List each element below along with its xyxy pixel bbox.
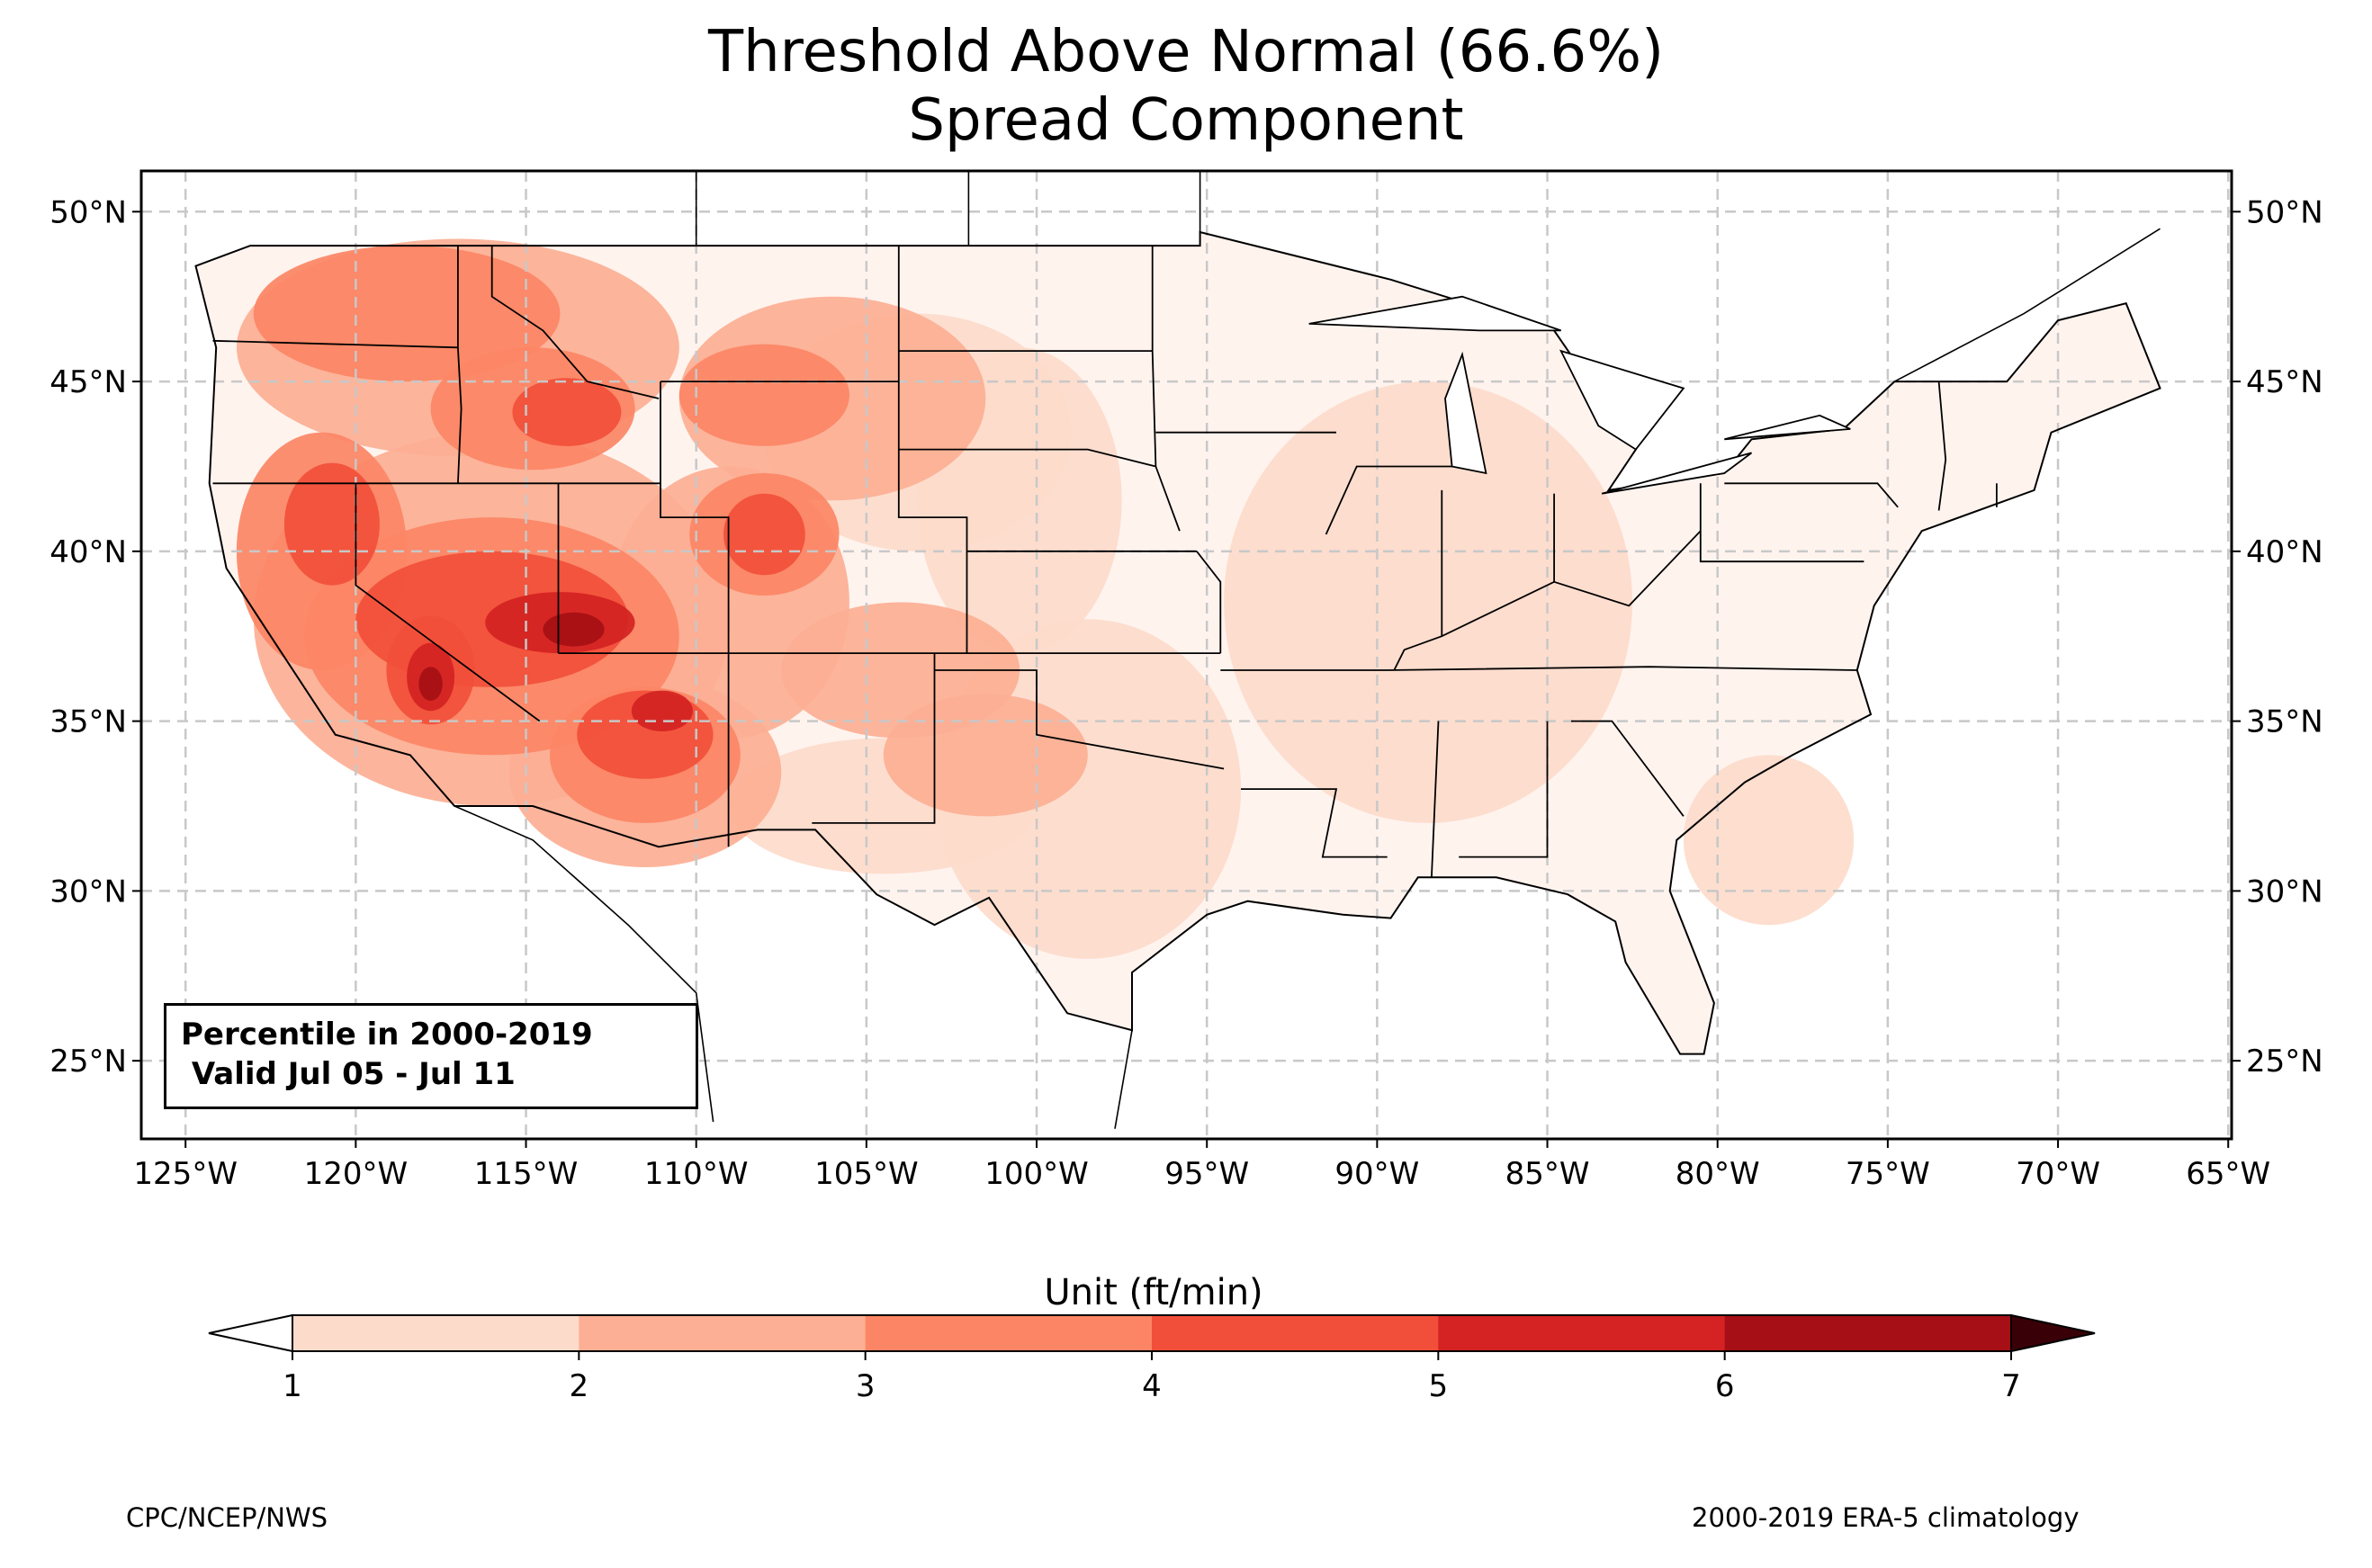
field-contour-21 <box>512 378 622 446</box>
colorbar-segment <box>1438 1315 1726 1351</box>
state-boundary <box>812 653 936 824</box>
colorbar-segment <box>1724 1315 2012 1351</box>
footer-climatology: 2000-2019 ERA-5 climatology <box>1692 1502 2080 1533</box>
mexico-coastline <box>454 805 714 1123</box>
colorbar-segment <box>1152 1315 1439 1351</box>
state-boundary <box>1431 721 1440 878</box>
state-boundary <box>1937 381 1947 511</box>
colorbar-tick-label: 2 <box>570 1368 589 1404</box>
colorbar-over-arrow <box>2010 1313 2096 1353</box>
state-boundary <box>355 483 541 722</box>
lon-tick-label: 90°W <box>1334 1156 1419 1192</box>
state-boundary <box>1459 721 1549 858</box>
state-boundary <box>898 448 1156 468</box>
colorbar-label: Unit (ft/min) <box>1044 1272 1262 1313</box>
lon-tick-label: 75°W <box>1846 1156 1930 1192</box>
info-box-line2: Valid Jul 05 - Jul 11 <box>181 1056 516 1092</box>
state-boundary <box>1241 788 1388 858</box>
lon-tick-label: 120°W <box>304 1156 409 1192</box>
state-boundary <box>490 246 660 399</box>
colorbar-segment <box>292 1315 580 1351</box>
great-lake <box>1559 349 1685 451</box>
lat-tick-label-right: 30°N <box>2246 874 2323 909</box>
field-contour-1 <box>1224 381 1633 823</box>
field-contour-2 <box>1683 755 1855 926</box>
longitude-ticks: 125°W 120°W 115°W 110°W 105°W 100°W 95°W 90°W 85… <box>133 1139 2270 1192</box>
lat-tick-label-left: 40°N <box>49 534 127 570</box>
lat-tick-label-right: 25°N <box>2246 1044 2323 1080</box>
lat-tick-label-right: 35°N <box>2246 704 2323 740</box>
conus-coastline <box>194 230 2161 1055</box>
lat-tick-label-left: 30°N <box>49 874 127 909</box>
colorbar-tick-label: 6 <box>1715 1368 1735 1404</box>
state-boundary <box>1151 246 1181 532</box>
lat-tick-label-left: 25°N <box>49 1044 127 1080</box>
lat-tick-label-left: 45°N <box>49 364 127 400</box>
colorbar: Unit (ft/min) 1 2 3 4 5 6 7 <box>208 1272 2096 1404</box>
great-lake <box>1308 295 1561 332</box>
lat-tick-label-left: 35°N <box>49 704 127 740</box>
lon-tick-label: 85°W <box>1505 1156 1590 1192</box>
field-contour-19 <box>678 344 850 446</box>
colorbar-under-arrow <box>208 1313 293 1353</box>
state-boundary <box>1220 666 1857 671</box>
lon-tick-label: 110°W <box>644 1156 749 1192</box>
colorbar-tick-label: 7 <box>2001 1368 2021 1404</box>
state-boundary <box>1196 551 1222 654</box>
info-box: Percentile in 2000-2019 Valid Jul 05 - J… <box>164 1003 698 1109</box>
state-boundary <box>1571 720 1685 817</box>
lat-tick-label-right: 45°N <box>2246 364 2323 400</box>
state-boundary <box>1393 530 1702 671</box>
field-contour-28 <box>631 690 694 731</box>
lon-tick-label: 105°W <box>814 1156 919 1192</box>
st-lawrence <box>1894 228 2161 382</box>
great-lake <box>1724 414 1851 441</box>
field-contour-13 <box>253 246 561 382</box>
lat-tick-label-right: 40°N <box>2246 534 2323 570</box>
great-lake <box>1444 351 1487 475</box>
colorbar-tick-label: 3 <box>856 1368 876 1404</box>
info-box-line1: Percentile in 2000-2019 <box>181 1017 593 1053</box>
lon-tick-label: 125°W <box>133 1156 238 1192</box>
map-frame <box>139 169 2233 1141</box>
lon-tick-label: 115°W <box>474 1156 579 1192</box>
colorbar-tick-label: 5 <box>1429 1368 1449 1404</box>
state-boundary <box>456 246 463 484</box>
colorbar-segment <box>579 1315 867 1351</box>
map-title: Threshold Above Normal (66.6%) <box>707 19 1665 85</box>
lon-tick-label: 80°W <box>1676 1156 1760 1192</box>
map-subtitle: Spread Component <box>908 87 1464 154</box>
colorbar-tick-label: 1 <box>283 1368 302 1404</box>
colorbar-tick-label: 4 <box>1142 1368 1162 1404</box>
mexico-gulf-coast <box>1114 1030 1133 1129</box>
field-contour-12 <box>883 694 1088 817</box>
field-contour-25 <box>723 493 805 576</box>
lon-tick-label: 70°W <box>2016 1156 2100 1192</box>
state-boundary <box>1699 483 1864 563</box>
state-boundary <box>660 381 730 847</box>
state-boundary <box>934 669 1225 770</box>
conus-base <box>195 232 2161 1054</box>
state-boundary <box>1724 482 1899 508</box>
field-contour-30 <box>418 667 443 701</box>
lat-tick-label-left: 50°N <box>49 194 127 230</box>
footer-credit: CPC/NCEP/NWS <box>126 1502 328 1533</box>
spread-component-field <box>195 232 2161 1054</box>
latitude-ticks: 50°N 50°N 45°N 45°N 40°N 40°N 35°N 35°N 30°N 30°N… <box>49 194 2323 1080</box>
state-and-coast-boundaries <box>194 171 2161 1129</box>
great-lake <box>1601 452 1753 495</box>
lon-tick-label: 100°W <box>984 1156 1089 1192</box>
field-contour-29 <box>543 612 605 647</box>
field-contour-20 <box>283 462 380 586</box>
lon-tick-label: 95°W <box>1164 1156 1249 1192</box>
colorbar-segment <box>865 1315 1153 1351</box>
state-boundary <box>1325 465 1452 535</box>
lat-tick-label-right: 50°N <box>2246 194 2323 230</box>
state-boundary <box>212 339 458 349</box>
lon-tick-label: 65°W <box>2186 1156 2270 1192</box>
map-panel <box>141 171 2232 1139</box>
